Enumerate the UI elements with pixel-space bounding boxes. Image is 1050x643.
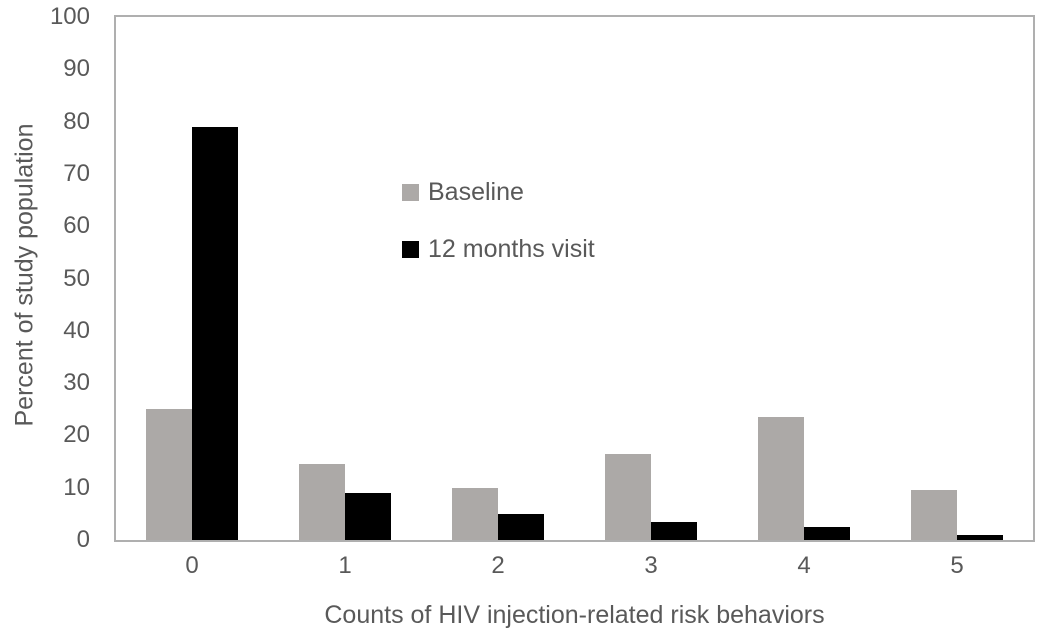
y-tick-0: 0 — [76, 526, 90, 553]
x-tick-3: 3 — [644, 552, 658, 579]
bar-12-months-visit-cat-0 — [192, 126, 238, 540]
y-tick-10: 10 — [63, 474, 90, 501]
y-tick-20: 20 — [63, 421, 90, 448]
x-tick-0: 0 — [185, 552, 199, 579]
y-tick-60: 60 — [63, 212, 90, 239]
x-tick-2: 2 — [491, 552, 505, 579]
x-tick-5: 5 — [950, 552, 964, 579]
plot-area: Baseline 12 months visit — [114, 15, 1035, 542]
legend-label-baseline: Baseline — [428, 178, 524, 206]
12-months-visit-swatch-icon — [402, 241, 419, 258]
y-tick-90: 90 — [63, 55, 90, 82]
bar-12-months-visit-cat-4 — [804, 526, 850, 540]
y-tick-80: 80 — [63, 108, 90, 135]
y-tick-30: 30 — [63, 369, 90, 396]
y-tick-50: 50 — [63, 265, 90, 292]
bar-12-months-visit-cat-3 — [651, 521, 697, 540]
bar-baseline-cat-2 — [452, 487, 498, 540]
baseline-swatch-icon — [402, 184, 419, 201]
legend: Baseline 12 months visit — [402, 178, 595, 264]
y-tick-70: 70 — [63, 160, 90, 187]
bar-baseline-cat-0 — [146, 409, 192, 540]
x-tick-1: 1 — [338, 552, 352, 579]
y-tick-40: 40 — [63, 317, 90, 344]
bar-baseline-cat-5 — [911, 490, 957, 540]
legend-item-baseline: Baseline — [402, 178, 595, 207]
bar-baseline-cat-1 — [299, 464, 345, 540]
x-axis-title: Counts of HIV injection-related risk beh… — [324, 601, 825, 629]
bar-12-months-visit-cat-1 — [345, 492, 391, 540]
bar-12-months-visit-cat-2 — [498, 513, 544, 540]
bar-12-months-visit-cat-5 — [957, 534, 1003, 540]
x-tick-4: 4 — [797, 552, 811, 579]
bar-baseline-cat-3 — [605, 453, 651, 540]
legend-item-12-months-visit: 12 months visit — [402, 235, 595, 264]
bar-baseline-cat-4 — [758, 417, 804, 540]
y-tick-100: 100 — [49, 3, 90, 30]
legend-label-12-months-visit: 12 months visit — [428, 235, 595, 263]
